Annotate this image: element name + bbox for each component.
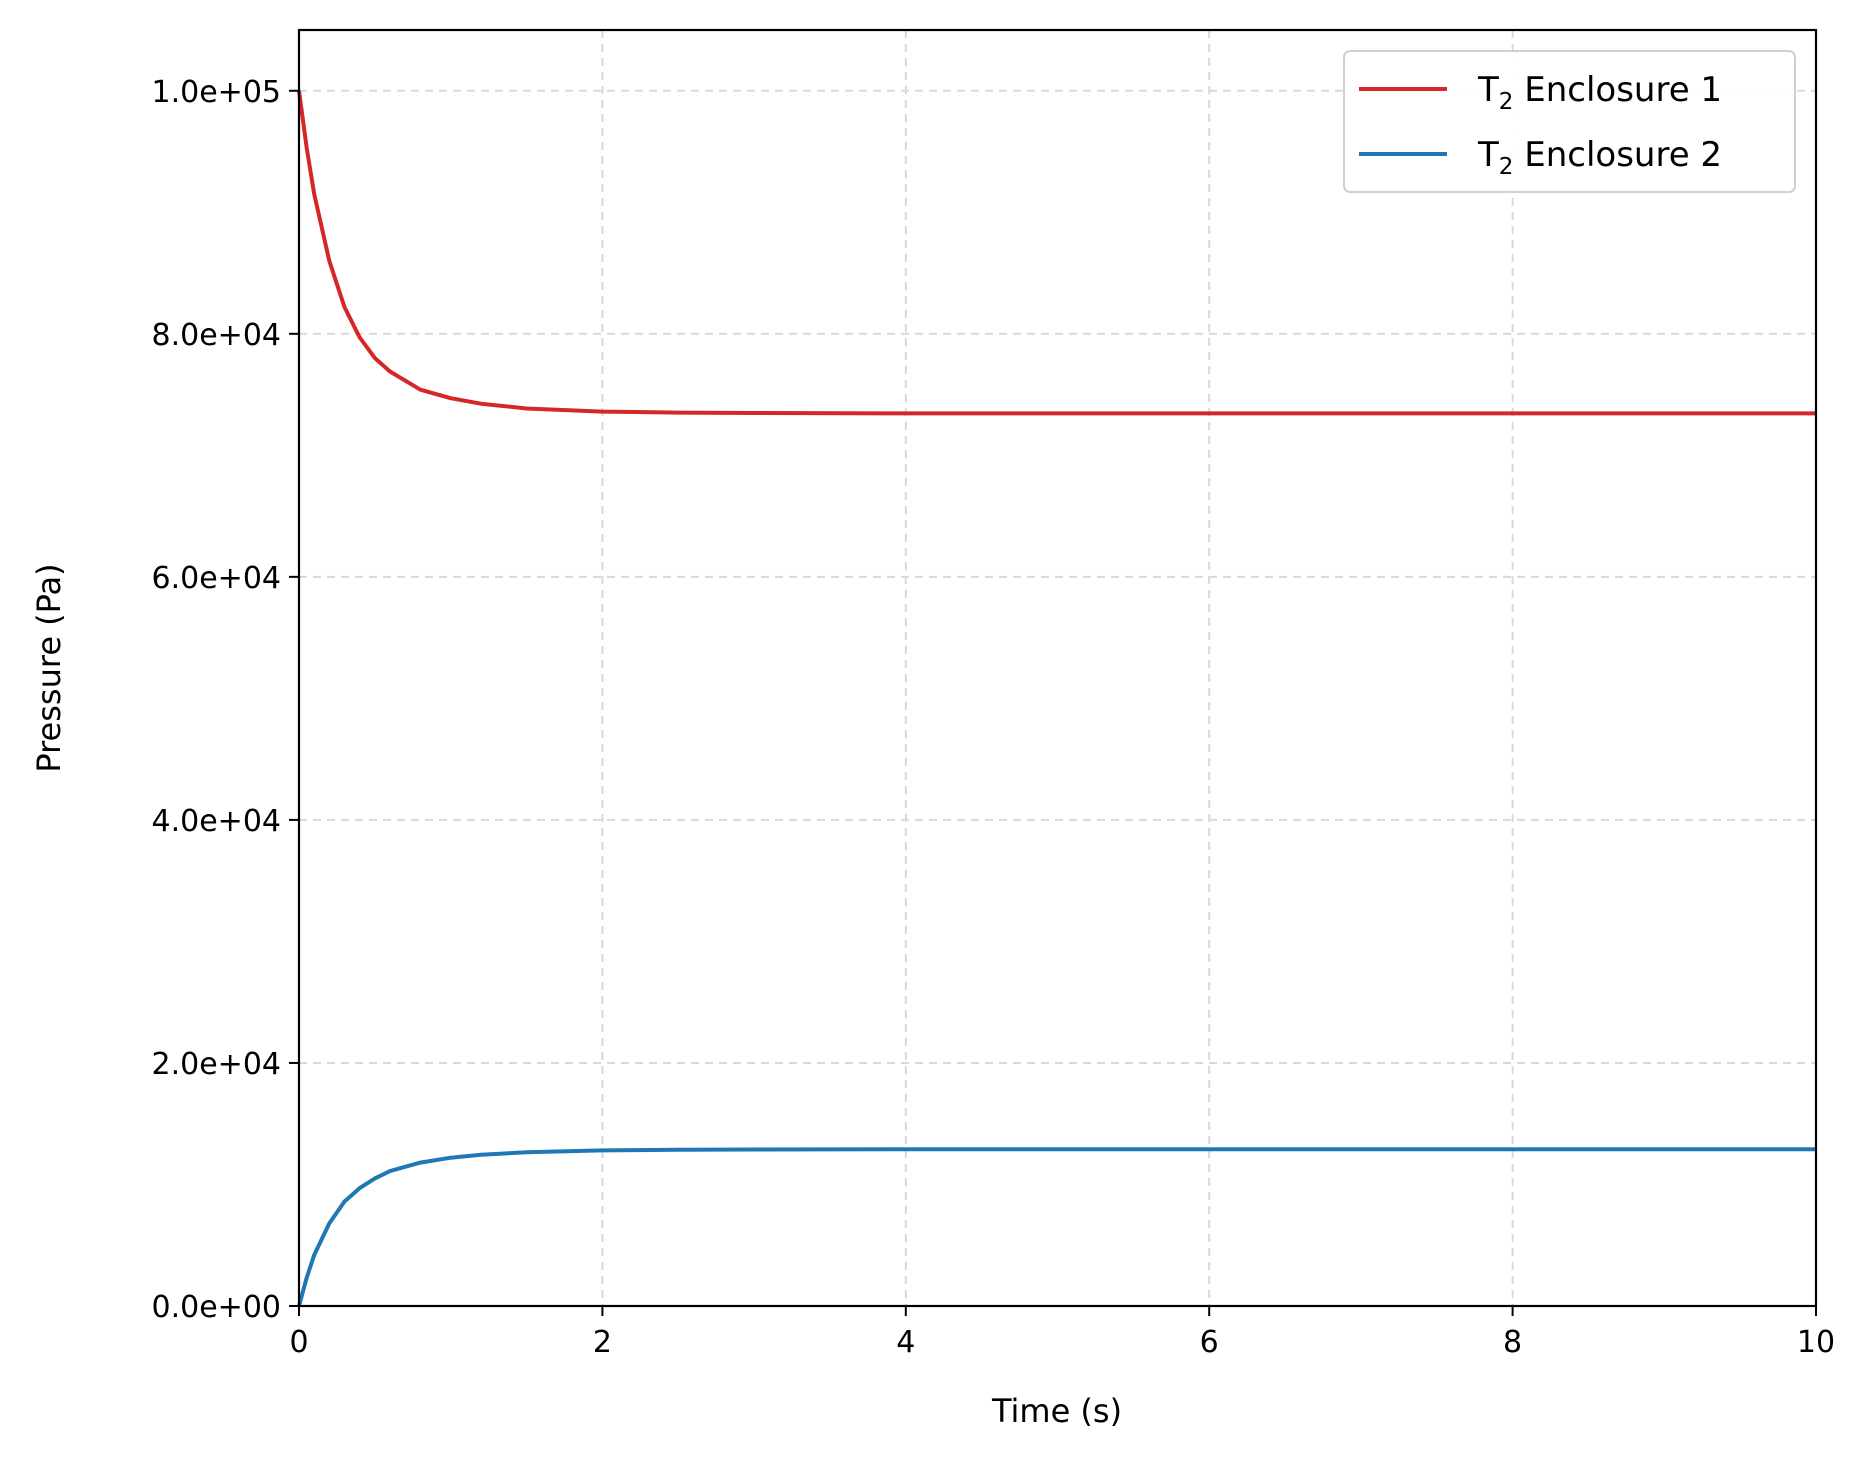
- plot-frame: [297, 28, 1818, 1308]
- plot-area: [299, 30, 1816, 1306]
- x-tick-label: 6: [1200, 1325, 1219, 1360]
- y-tick-label: 2.0e+04: [152, 1047, 281, 1082]
- y-tick-label: 6.0e+04: [152, 561, 281, 596]
- x-axis-label: Time (s): [991, 1392, 1122, 1430]
- x-tick-label: 8: [1503, 1325, 1522, 1360]
- legend-label-1: T2 Enclosure 1: [1477, 70, 1722, 115]
- x-tick-label: 4: [896, 1325, 915, 1360]
- grid-lines: [299, 30, 1816, 1306]
- legend-label-2: T2 Enclosure 2: [1477, 135, 1722, 180]
- series-lines: [297, 90, 1816, 1307]
- y-tick-label: 8.0e+04: [152, 318, 281, 353]
- legend: T2 Enclosure 1 T2 Enclosure 2: [1343, 50, 1796, 193]
- legend-box: [1343, 50, 1796, 193]
- y-tick-label: 4.0e+04: [152, 804, 281, 839]
- x-tick-label: 2: [593, 1325, 612, 1360]
- y-axis-label: Pressure (Pa): [30, 563, 68, 772]
- axis-ticks: 0 2 4 6 8 10 0.0e+00 2.0e+04 4.0e+04 6.0e+04 8.0e+…: [152, 75, 1836, 1360]
- y-tick-label: 0.0e+00: [152, 1290, 281, 1325]
- series-line-1: [297, 90, 1816, 416]
- x-tick-label: 10: [1797, 1325, 1835, 1360]
- series-line-2: [297, 1147, 1816, 1307]
- x-tick-label: 0: [289, 1325, 308, 1360]
- y-tick-label: 1.0e+05: [152, 75, 281, 110]
